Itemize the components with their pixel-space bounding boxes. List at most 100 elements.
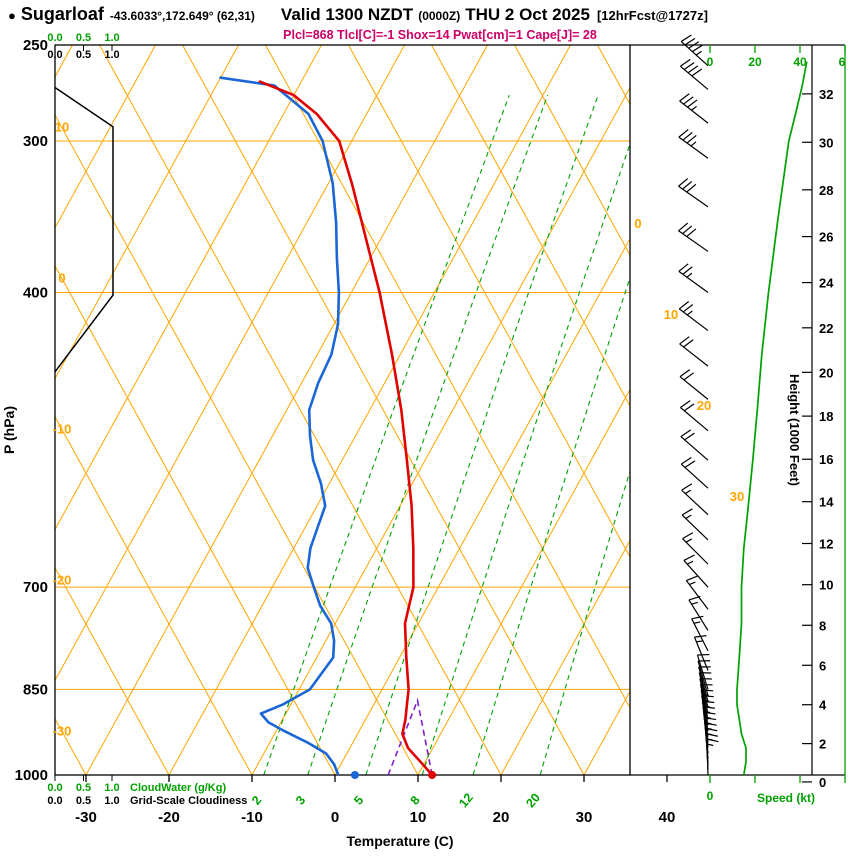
pressure-tick-label: 250 (23, 37, 48, 54)
speed-tick-label: 0 (707, 55, 714, 69)
wind-barb-staff (699, 678, 709, 714)
wind-barb-full (684, 37, 696, 46)
wind-barb-staff (679, 376, 709, 400)
height-tick-label: 14 (819, 495, 834, 510)
height-tick-label: 18 (819, 409, 833, 424)
isotherm-label: 0 (634, 216, 641, 231)
mixing-ratio-line (263, 95, 510, 775)
title-bar: ● Sugarloaf -43.6033°,172.649° (62,31) V… (8, 4, 708, 25)
isotherm-line (417, 388, 630, 775)
wind-barb-staff (679, 100, 709, 124)
wind-barb-full (687, 65, 699, 74)
height-tick-label: 30 (819, 135, 833, 150)
wind-barb-half (686, 560, 694, 565)
temperature-curve (258, 80, 434, 775)
plot-frame (54, 44, 631, 776)
height-tick-label: 12 (819, 537, 833, 552)
wind-barb-full (682, 304, 694, 313)
speed-tick-label: 20 (748, 55, 762, 69)
isotherm-line (168, 45, 571, 775)
wind-barb-full (687, 99, 698, 108)
wind-barb-half (685, 514, 692, 519)
wind-barb-full (681, 508, 693, 516)
pressure-tick-label: 700 (23, 579, 48, 596)
wind-barb-staff (697, 660, 709, 696)
height-tick-label: 8 (819, 618, 826, 633)
mixing-ratio-line (365, 95, 599, 775)
valid-time: Valid 1300 NZDT (280, 5, 414, 24)
valid-date: THU 2 Oct 2025 (465, 5, 590, 24)
isotherm-line (334, 237, 630, 775)
wind-barb-full (678, 129, 689, 138)
wind-barb-staff (679, 343, 709, 367)
cloudiness-scale-label: 0.5 (76, 795, 91, 807)
cloudwater-scale-label: 0.0 (47, 782, 62, 794)
wind-barb-full (682, 532, 694, 540)
wind-barb-full (683, 96, 694, 105)
adiabat-label: 10 (55, 120, 69, 135)
wind-barb-full (678, 178, 689, 187)
height-tick-label: 26 (819, 230, 833, 245)
mixing-ratio-label: 12 (456, 791, 476, 811)
wind-barb-full (686, 183, 697, 193)
wind-barb-staff (683, 560, 709, 588)
mixing-ratio-line (472, 276, 630, 775)
wind-barb-staff (682, 538, 709, 565)
wind-barb-staff (699, 684, 709, 720)
wind-barb-full (678, 301, 690, 310)
wind-barb-full (682, 225, 693, 235)
temp-tick-label: 40 (659, 809, 676, 826)
mixing-ratio-line (307, 95, 549, 775)
wind-barb-full (680, 58, 691, 67)
wind-barb-staff (693, 636, 709, 671)
dry-adiabat-line (99, 45, 502, 775)
wind-barb-full (680, 34, 692, 43)
mixing-ratio-label: 3 (293, 793, 308, 807)
height-tick-label: 10 (819, 578, 833, 593)
wind-barb-staff (691, 618, 709, 652)
temp-tick-label: -10 (241, 809, 263, 826)
wind-barb-staff (678, 270, 709, 293)
cloudiness-axis-label: Grid-Scale Cloudiness (130, 795, 247, 807)
height-tick-label: 24 (819, 276, 834, 291)
isotherm-label: 10 (664, 307, 678, 322)
pressure-tick-label: 850 (23, 681, 48, 698)
wind-barb-staff (680, 436, 709, 461)
wind-barb-half (686, 272, 693, 278)
mixing-ratio-label: 2 (249, 793, 264, 807)
skewt-grid (55, 45, 630, 775)
mixing-ratio-label: 5 (351, 793, 366, 807)
wind-barb-full (679, 336, 690, 345)
cloudiness-scale-label: 1.0 (104, 49, 119, 61)
wind-barb-full (680, 429, 692, 438)
mixing-ratio-line (421, 142, 630, 775)
cloudwater-scale-label: 1.0 (104, 782, 119, 794)
height-tick-label: 2 (819, 737, 826, 752)
height-tick-label: 16 (819, 452, 833, 467)
zulu-time: (0000Z) (418, 9, 461, 23)
wind-barb-half (685, 489, 692, 495)
speed-tick-label: 6 (839, 55, 846, 69)
wind-barb-staff (698, 672, 709, 708)
temp-tick-label: 0 (331, 809, 339, 826)
wind-barb-full (691, 68, 703, 77)
wind-barb-half (696, 640, 703, 643)
wind-barb-full (683, 554, 695, 561)
wind-barb-staff (680, 41, 709, 67)
isotherm-line (55, 45, 322, 531)
isotherm-line (500, 539, 630, 775)
dry-adiabat-line (265, 45, 630, 709)
isotherm-line (251, 86, 630, 775)
isotherm-line (55, 45, 239, 380)
dewpoint-curve (219, 76, 341, 775)
wind-barb-staff (700, 689, 709, 726)
wind-barb-staff (680, 463, 709, 489)
wind-barb-full (679, 369, 691, 378)
wind-barb-full (686, 575, 698, 582)
wind-barb-staff (698, 666, 709, 702)
isotherm-label: 30 (730, 489, 744, 504)
dry-adiabat-line (55, 415, 253, 775)
temp-axis-label: Temperature (C) (346, 833, 453, 849)
isotherm-line (85, 45, 488, 775)
